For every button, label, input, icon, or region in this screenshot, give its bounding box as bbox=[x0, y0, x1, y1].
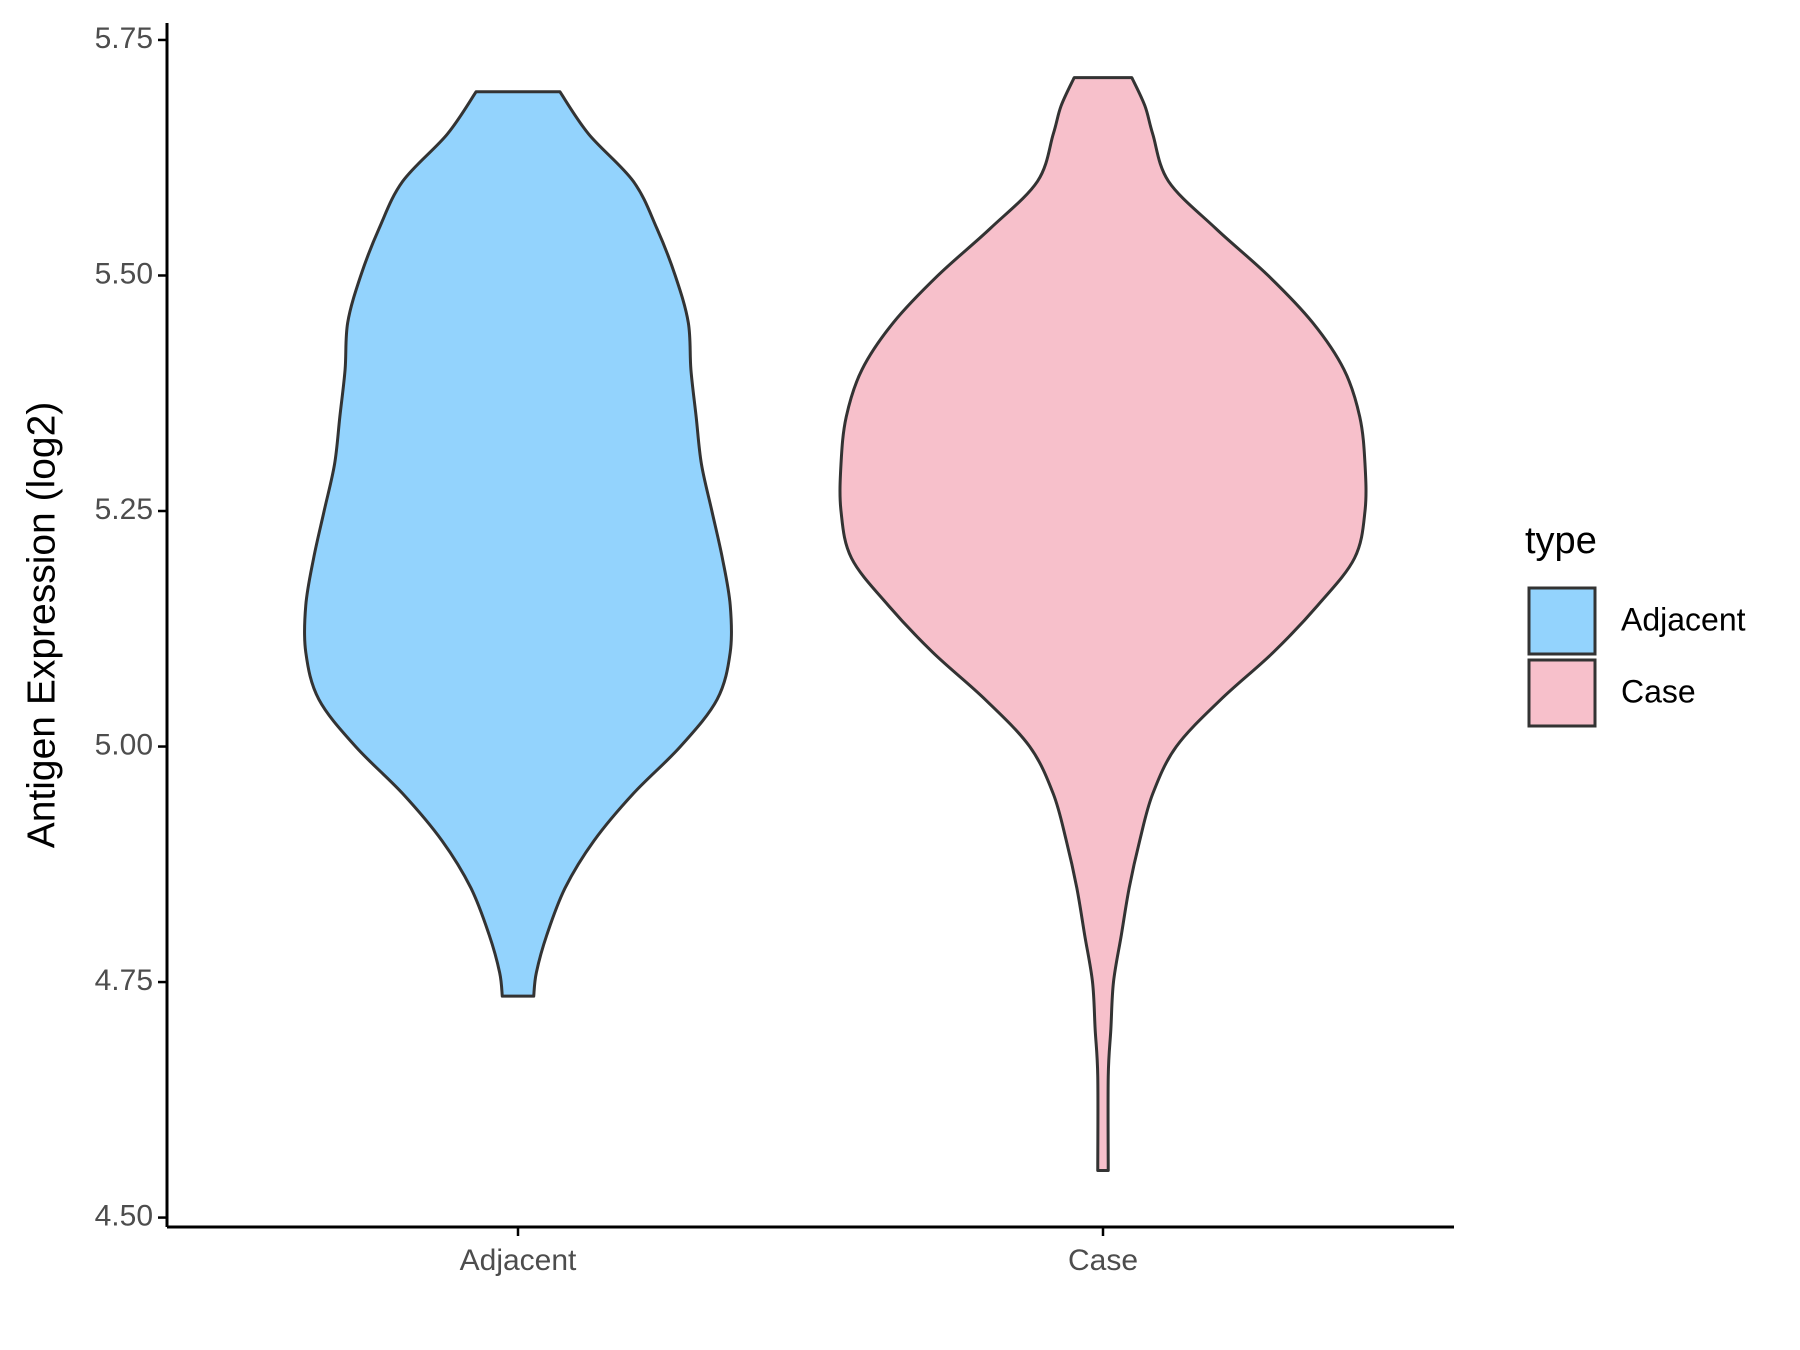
legend-key bbox=[1527, 586, 1597, 656]
legend-key bbox=[1527, 658, 1597, 728]
y-tick-label: 4.50 bbox=[95, 1200, 153, 1233]
legend-label: Case bbox=[1621, 673, 1696, 709]
violin bbox=[302, 90, 734, 998]
y-tick-label: 5.50 bbox=[95, 257, 153, 290]
y-axis-title: Antigen Expression (log2) bbox=[20, 402, 63, 849]
x-tick-label: Case bbox=[1068, 1244, 1138, 1277]
x-tick-label: Adjacent bbox=[460, 1244, 577, 1277]
violin bbox=[838, 76, 1368, 1172]
legend-label: Adjacent bbox=[1621, 601, 1746, 637]
legend-title: type bbox=[1525, 520, 1597, 562]
y-tick-label: 4.75 bbox=[95, 964, 153, 997]
y-tick-label: 5.25 bbox=[95, 493, 153, 526]
y-tick-label: 5.75 bbox=[95, 22, 153, 55]
y-tick-label: 5.00 bbox=[95, 728, 153, 761]
